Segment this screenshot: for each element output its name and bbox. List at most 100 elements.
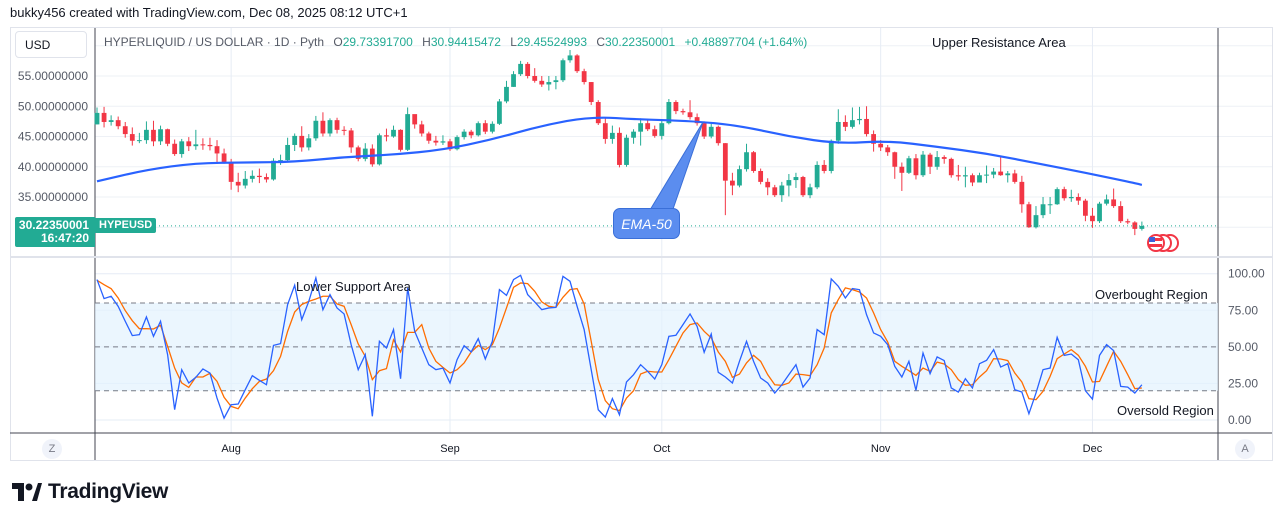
overbought-annotation[interactable]: Overbought Region bbox=[1095, 287, 1208, 302]
candle bbox=[228, 158, 234, 190]
candle bbox=[715, 125, 721, 146]
high-label: H bbox=[422, 35, 431, 49]
us-flag-icon bbox=[1147, 234, 1179, 252]
timezone-z-button[interactable]: Z bbox=[42, 439, 62, 459]
currency-button[interactable]: USD bbox=[15, 31, 87, 58]
candle-body bbox=[708, 126, 714, 137]
candle-body bbox=[377, 135, 382, 165]
candle-body bbox=[715, 126, 721, 144]
candle bbox=[645, 119, 651, 132]
candle bbox=[560, 58, 566, 83]
candle-body bbox=[341, 129, 347, 131]
price-tick-label: 40.00000000 bbox=[18, 160, 88, 174]
candle bbox=[292, 133, 298, 152]
candle bbox=[327, 118, 333, 137]
candle-body bbox=[955, 175, 961, 177]
candle-body bbox=[1033, 215, 1039, 228]
candle-body bbox=[327, 120, 333, 134]
candle-body bbox=[489, 123, 495, 132]
high-value: 30.94415472 bbox=[430, 35, 501, 49]
candle-body bbox=[624, 137, 629, 165]
candle-body bbox=[497, 101, 502, 124]
candle-body bbox=[482, 123, 488, 132]
candle-body bbox=[835, 121, 841, 141]
candle bbox=[631, 129, 636, 144]
candle-body bbox=[504, 86, 509, 102]
candle-body bbox=[631, 131, 636, 138]
candle bbox=[497, 98, 502, 126]
candle bbox=[652, 125, 658, 138]
candle bbox=[998, 157, 1004, 176]
candle-body bbox=[617, 132, 622, 165]
candle bbox=[186, 137, 192, 152]
candle-body bbox=[758, 170, 764, 182]
candle bbox=[1104, 194, 1109, 206]
candle-body bbox=[786, 180, 792, 186]
candle bbox=[101, 106, 107, 128]
candle-body bbox=[306, 138, 312, 148]
candle-body bbox=[857, 118, 862, 121]
candle-body bbox=[828, 140, 834, 171]
candle-body bbox=[998, 171, 1004, 176]
candle-body bbox=[158, 129, 163, 142]
candle-body bbox=[1139, 225, 1145, 229]
candle-body bbox=[977, 175, 982, 183]
candle bbox=[362, 143, 368, 162]
candle bbox=[765, 178, 771, 196]
candle bbox=[207, 137, 213, 151]
candle-body bbox=[1040, 204, 1046, 216]
candle bbox=[581, 68, 587, 85]
candle bbox=[320, 112, 326, 137]
candle-body bbox=[144, 129, 149, 141]
candle bbox=[758, 168, 764, 185]
ema-50-series bbox=[96, 116, 1143, 186]
candle bbox=[285, 137, 291, 162]
oversold-annotation[interactable]: Oversold Region bbox=[1117, 403, 1214, 418]
candle bbox=[419, 120, 425, 137]
candle-body bbox=[292, 135, 298, 145]
candle-body bbox=[991, 171, 997, 175]
candle bbox=[899, 162, 905, 191]
candle bbox=[737, 165, 742, 188]
price-tick-label: 50.00000000 bbox=[18, 99, 88, 113]
ema-callout[interactable]: EMA-50 bbox=[613, 208, 680, 239]
candle bbox=[122, 121, 128, 138]
candle bbox=[772, 184, 778, 197]
candle-body bbox=[1061, 189, 1067, 199]
candle bbox=[1012, 169, 1018, 184]
chart-frame bbox=[10, 27, 1273, 461]
candle-body bbox=[1019, 181, 1025, 205]
candle bbox=[885, 144, 891, 156]
candle-body bbox=[694, 117, 700, 124]
candle bbox=[108, 115, 114, 126]
time-tick-label: Aug bbox=[221, 443, 241, 455]
candle bbox=[426, 131, 432, 144]
upper-resistance-annotation[interactable]: Upper Resistance Area bbox=[932, 35, 1066, 50]
candle-body bbox=[264, 177, 269, 180]
candle-body bbox=[539, 80, 545, 85]
candle bbox=[94, 107, 100, 125]
candle bbox=[546, 76, 552, 91]
candle bbox=[617, 127, 622, 168]
candle-body bbox=[1012, 173, 1018, 182]
candle-body bbox=[1132, 222, 1138, 229]
candle bbox=[850, 107, 855, 129]
candle-body bbox=[1097, 203, 1102, 222]
logo-wordmark: TradingView bbox=[48, 480, 169, 503]
candle bbox=[906, 155, 912, 175]
candle bbox=[786, 174, 792, 197]
auto-scale-button[interactable]: A bbox=[1235, 439, 1255, 459]
stoch-tick-label: 50.00 bbox=[1228, 340, 1258, 354]
candle bbox=[334, 117, 340, 134]
candle-body bbox=[186, 141, 192, 147]
lower-support-annotation[interactable]: Lower Support Area bbox=[296, 279, 411, 294]
candle-body bbox=[271, 160, 276, 180]
candle-body bbox=[172, 143, 178, 155]
candle-body bbox=[461, 131, 467, 138]
candle-body bbox=[553, 80, 559, 83]
low-label: L bbox=[510, 35, 517, 49]
candle bbox=[624, 134, 629, 167]
candle bbox=[504, 80, 509, 104]
stoch-tick-label: 0.00 bbox=[1228, 413, 1252, 427]
